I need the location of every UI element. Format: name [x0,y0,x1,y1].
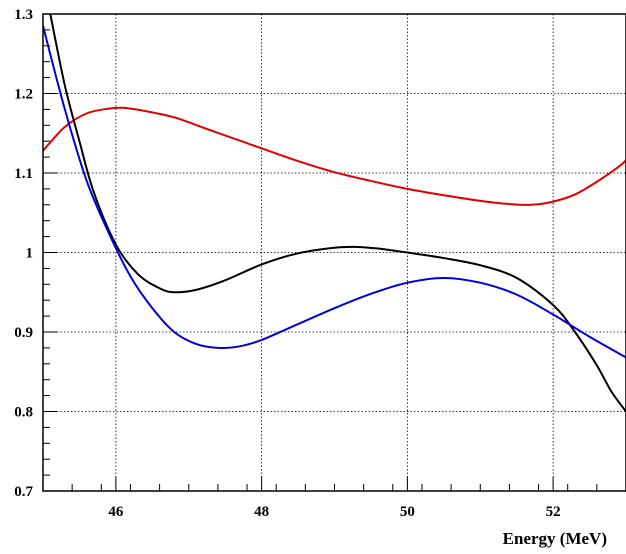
y-tick-label: 0.9 [14,325,33,341]
red-curve [42,106,626,206]
curves [42,13,626,413]
y-tick-label: 1.2 [14,87,33,103]
x-axis-title: Energy (MeV) [503,529,607,548]
axis-ticks [42,13,626,492]
y-tick-label: 1 [26,246,34,262]
black-curve [49,13,626,413]
x-tick-label: 46 [108,504,124,520]
y-tick-label: 1.3 [14,7,33,23]
blue-curve [42,25,626,359]
y-tick-label: 0.8 [14,405,33,421]
y-tick-label: 1.1 [14,166,33,182]
x-tick-label: 52 [546,504,561,520]
tick-labels: 46 48 50 52 0.7 0.8 0.9 1 1.1 1.2 1.3 [14,7,560,520]
y-tick-label: 0.7 [14,484,33,500]
x-tick-label: 48 [254,504,269,520]
x-tick-label: 50 [400,504,415,520]
grid-lines [43,14,626,491]
